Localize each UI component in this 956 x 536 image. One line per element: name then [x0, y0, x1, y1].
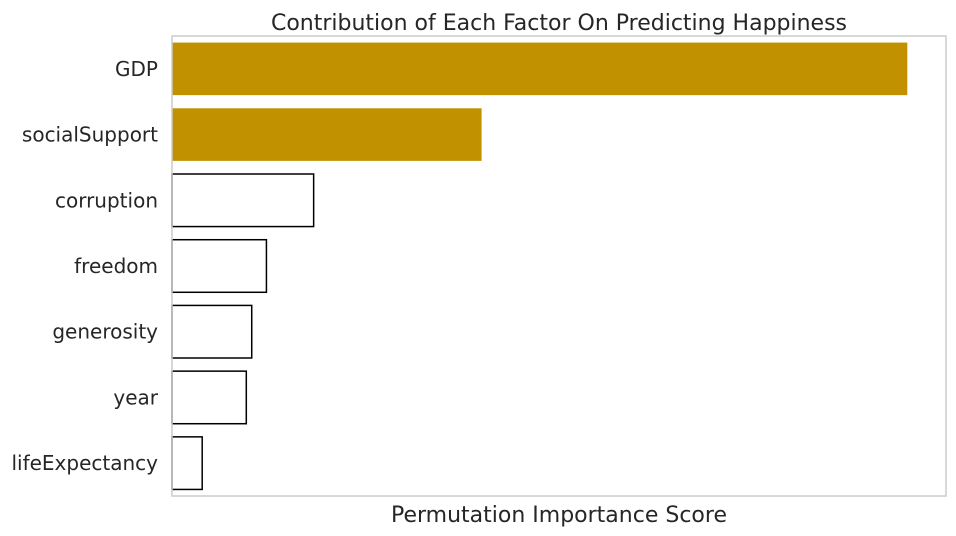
- y-tick-label-corruption: corruption: [55, 188, 158, 212]
- y-tick-label-year: year: [113, 385, 158, 409]
- chart-title: Contribution of Each Factor On Predictin…: [271, 11, 847, 36]
- bar-generosity: [171, 304, 253, 359]
- bar-lifeExpectancy: [171, 436, 203, 491]
- y-tick-label-lifeExpectancy: lifeExpectancy: [11, 451, 158, 475]
- y-tick-label-socialSupport: socialSupport: [22, 123, 158, 147]
- bar-corruption: [171, 173, 315, 228]
- bar-socialSupport: [172, 108, 482, 161]
- bar-year: [171, 370, 248, 425]
- bar-GDP: [172, 42, 908, 96]
- x-axis-label: Permutation Importance Score: [391, 503, 727, 528]
- bars-group: [171, 42, 908, 491]
- bar-freedom: [171, 238, 268, 294]
- y-tick-label-generosity: generosity: [52, 320, 158, 344]
- plot-frame: [171, 35, 947, 497]
- y-tick-label-freedom: freedom: [74, 254, 158, 278]
- y-tick-labels: GDP socialSupport corruption freedom generos…: [11, 57, 158, 475]
- y-tick-label-GDP: GDP: [115, 57, 158, 81]
